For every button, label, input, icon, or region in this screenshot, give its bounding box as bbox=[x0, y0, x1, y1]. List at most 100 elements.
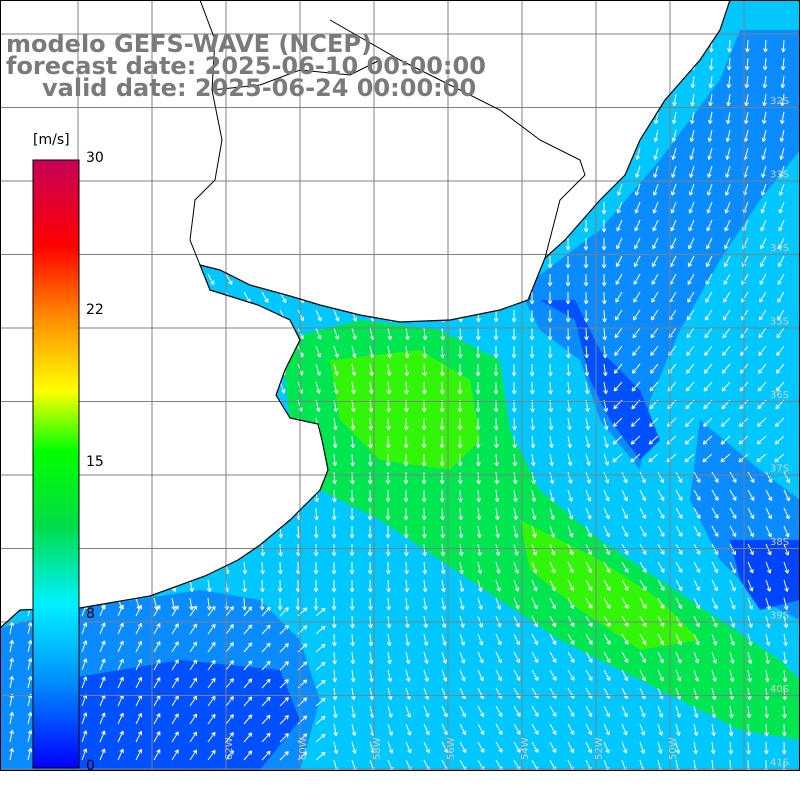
wind-arrow bbox=[315, 309, 322, 322]
wind-arrow bbox=[513, 165, 519, 179]
wind-arrow bbox=[782, 651, 788, 665]
wind-arrow bbox=[171, 695, 179, 707]
wind-arrow bbox=[657, 543, 665, 555]
wind-arrow bbox=[207, 381, 215, 393]
wind-arrow bbox=[7, 129, 13, 143]
wind-arrow bbox=[243, 255, 251, 267]
wind-arrow bbox=[98, 201, 104, 215]
wind-arrow bbox=[99, 507, 107, 519]
wind-arrow bbox=[315, 679, 326, 689]
wind-arrow bbox=[603, 633, 611, 645]
wind-arrow bbox=[603, 471, 610, 484]
wind-arrow bbox=[459, 237, 465, 251]
wind-arrow bbox=[421, 381, 427, 395]
wind-arrow bbox=[672, 93, 677, 107]
wind-arrow bbox=[387, 651, 392, 665]
wind-arrow bbox=[243, 489, 249, 502]
wind-arrow bbox=[616, 201, 623, 214]
wind-arrow bbox=[567, 525, 574, 538]
wind-arrow bbox=[117, 453, 125, 465]
wind-arrow bbox=[351, 687, 356, 701]
wind-arrow bbox=[225, 381, 233, 394]
wind-arrow bbox=[404, 561, 409, 575]
wind-arrow bbox=[25, 183, 31, 197]
wind-arrow bbox=[693, 543, 701, 555]
wind-arrow bbox=[279, 661, 289, 671]
wind-arrow bbox=[189, 597, 194, 611]
wind-arrow bbox=[368, 597, 373, 611]
wind-arrow bbox=[441, 219, 447, 232]
wind-arrow bbox=[135, 543, 142, 556]
wind-arrow bbox=[686, 327, 695, 339]
wind-arrow bbox=[313, 579, 319, 593]
wind-arrow bbox=[762, 57, 768, 71]
wind-arrow bbox=[657, 669, 664, 682]
wind-arrow bbox=[403, 417, 409, 431]
wind-arrow bbox=[617, 147, 623, 160]
wind-arrow bbox=[707, 129, 713, 143]
wind-arrow bbox=[189, 695, 198, 707]
wind-arrow bbox=[314, 507, 319, 521]
wind-arrow bbox=[369, 165, 377, 177]
wind-arrow bbox=[153, 579, 159, 592]
wind-arrow bbox=[386, 579, 391, 593]
wind-arrow bbox=[333, 741, 339, 755]
wind-arrow bbox=[243, 453, 249, 466]
wind-arrow bbox=[621, 543, 629, 555]
wind-arrow bbox=[548, 381, 553, 395]
wind-arrow bbox=[9, 675, 15, 689]
wind-arrow bbox=[134, 129, 140, 143]
wind-arrow bbox=[759, 291, 767, 303]
wind-arrow bbox=[565, 291, 571, 305]
wind-arrow bbox=[189, 327, 197, 339]
wind-arrow bbox=[603, 543, 611, 556]
wind-arrow bbox=[225, 183, 232, 196]
wind-arrow bbox=[333, 417, 338, 431]
wind-arrow bbox=[153, 291, 160, 304]
wind-arrow bbox=[99, 417, 107, 429]
wind-arrow bbox=[153, 507, 160, 520]
wind-arrow bbox=[405, 237, 412, 250]
wind-arrow bbox=[621, 741, 628, 754]
wind-arrow bbox=[99, 730, 106, 743]
wind-arrow bbox=[279, 435, 285, 448]
wind-arrow bbox=[81, 640, 88, 653]
wind-arrow bbox=[614, 345, 623, 356]
wind-arrow bbox=[584, 381, 590, 395]
wind-arrow bbox=[621, 507, 628, 520]
wind-arrow bbox=[511, 309, 517, 323]
wind-arrow bbox=[385, 543, 391, 557]
wind-arrow bbox=[25, 93, 31, 107]
wind-arrow bbox=[405, 255, 411, 268]
wind-arrow bbox=[708, 57, 714, 71]
wind-arrow bbox=[385, 507, 391, 521]
wind-arrow bbox=[585, 579, 593, 591]
wind-arrow bbox=[531, 75, 538, 88]
wind-arrow bbox=[741, 291, 749, 303]
wind-arrow bbox=[727, 39, 732, 53]
wind-arrow bbox=[242, 597, 247, 611]
wind-arrow bbox=[671, 165, 677, 178]
wind-arrow bbox=[439, 363, 445, 377]
wind-arrow bbox=[278, 489, 284, 503]
wind-arrow bbox=[333, 723, 338, 737]
wind-arrow bbox=[657, 615, 665, 628]
wind-arrow bbox=[549, 561, 556, 574]
wind-arrow bbox=[459, 255, 464, 269]
wind-arrow bbox=[652, 201, 659, 214]
wind-arrow bbox=[279, 715, 289, 725]
wind-arrow bbox=[616, 237, 623, 250]
wind-arrow bbox=[477, 543, 482, 557]
wind-arrow bbox=[243, 606, 253, 617]
wind-arrow bbox=[441, 651, 447, 664]
wind-arrow bbox=[189, 255, 196, 268]
wind-arrow bbox=[80, 183, 85, 197]
wind-arrow bbox=[243, 678, 253, 689]
wind-arrow bbox=[549, 507, 555, 520]
wind-arrow bbox=[386, 597, 392, 611]
wind-arrow bbox=[315, 327, 322, 340]
wind-arrow bbox=[529, 255, 535, 269]
wind-arrow bbox=[9, 579, 17, 591]
wind-arrow bbox=[441, 597, 447, 611]
wind-arrow bbox=[671, 129, 677, 143]
